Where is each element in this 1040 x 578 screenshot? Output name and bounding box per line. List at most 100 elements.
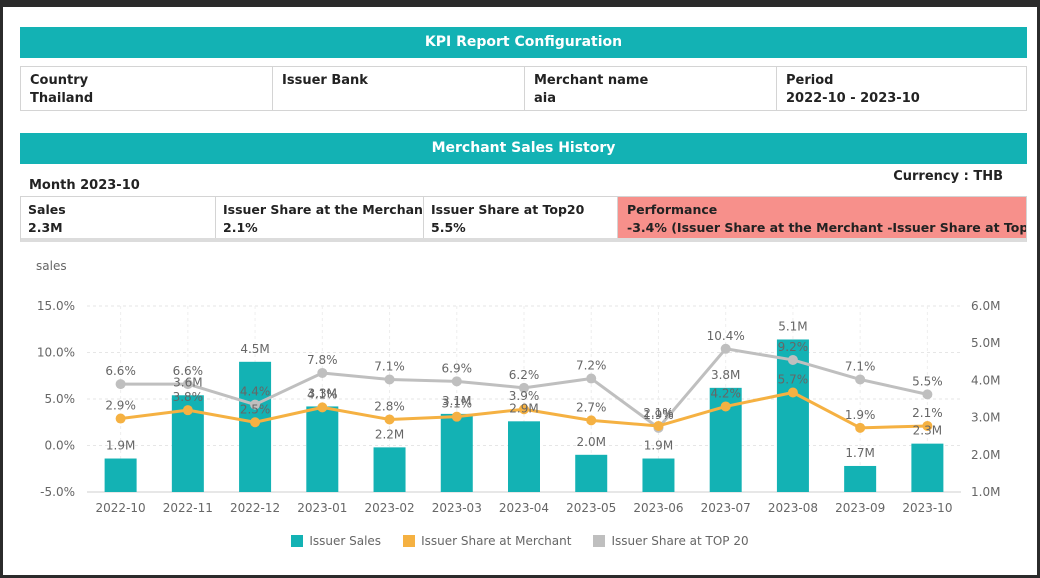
x-tick-label: 2023-07 [701, 501, 751, 515]
period-cell: Period 2022-10 - 2023-10 [777, 67, 1026, 110]
right-tick-label: 6.0M [971, 299, 1000, 313]
sales-kpi: Sales 2.3M [21, 197, 216, 238]
legend-item-share-merchant[interactable]: Issuer Share at Merchant [403, 534, 571, 548]
currency-label: Currency : THB [893, 169, 1003, 184]
data-label-issuer-sales: 3.3M [308, 386, 337, 400]
point-share-merchant [922, 420, 933, 431]
performance-kpi-label: Performance [627, 202, 718, 217]
point-share-merchant [451, 411, 462, 422]
point-share-top20 [787, 354, 798, 365]
data-label-issuer-sales: 1.9M [106, 439, 135, 453]
country-label: Country [30, 73, 89, 88]
data-label-share-merchant: 3.1% [442, 397, 473, 411]
x-tick-label: 2023-02 [364, 501, 414, 515]
point-share-top20 [451, 376, 462, 387]
data-label-share-merchant: 3.9% [509, 389, 540, 403]
data-label-share-merchant: 2.1% [912, 406, 943, 420]
bar-issuer-sales [575, 454, 608, 492]
legend-swatch-share-top20 [593, 535, 606, 547]
performance-kpi-value: -3.4% (Issuer Share at the Merchant -Iss… [627, 220, 1026, 235]
right-tick-label: 3.0M [971, 411, 1000, 425]
x-tick-label: 2023-03 [432, 501, 482, 515]
data-label-issuer-sales: 2.9M [509, 401, 538, 415]
data-label-issuer-sales: 3.6M [173, 375, 202, 389]
point-share-top20 [115, 379, 126, 390]
history-title: Merchant Sales History [431, 140, 616, 156]
kpi-row: Sales 2.3M Issuer Share at the Merchant … [20, 196, 1027, 242]
bar-issuer-sales [911, 443, 944, 492]
point-share-top20 [250, 399, 261, 410]
data-label-share-top20: 7.1% [845, 359, 876, 373]
legend-label-issuer-sales: Issuer Sales [309, 534, 382, 548]
left-tick-label: 0.0% [45, 439, 76, 453]
left-tick-label: 5.0% [45, 392, 76, 406]
sales-kpi-label: Sales [28, 202, 66, 217]
data-label-share-top20: 6.9% [442, 361, 473, 375]
data-label-issuer-sales: 2.2M [375, 427, 404, 441]
point-share-top20 [855, 374, 866, 385]
left-tick-label: -5.0% [40, 485, 75, 499]
legend-item-issuer-sales[interactable]: Issuer Sales [291, 534, 381, 548]
share-merchant-kpi: Issuer Share at the Merchant 2.1% [216, 197, 424, 238]
point-share-top20 [182, 379, 193, 390]
merchant-cell: Merchant name aia [525, 67, 777, 110]
data-label-share-top20: 7.2% [576, 359, 607, 373]
x-tick-label: 2023-04 [499, 501, 549, 515]
data-label-share-top20: 4.4% [240, 385, 271, 399]
data-label-share-top20: 6.2% [509, 368, 540, 382]
left-tick-label: 15.0% [37, 299, 75, 313]
right-tick-label: 2.0M [971, 448, 1000, 462]
point-share-merchant [182, 405, 193, 416]
share-merchant-kpi-value: 2.1% [223, 220, 258, 235]
period-label: Period [786, 73, 834, 88]
data-label-share-top20: 6.6% [173, 364, 204, 378]
bar-issuer-sales [642, 458, 675, 492]
month-label: Month 2023-10 [29, 178, 140, 193]
data-label-share-top20: 1.9% [643, 408, 674, 422]
point-share-top20 [519, 382, 529, 393]
data-label-share-merchant: 2.5% [240, 402, 271, 416]
country-cell: Country Thailand [21, 67, 273, 110]
legend-label-share-top20: Issuer Share at TOP 20 [611, 534, 749, 548]
point-share-top20 [384, 374, 395, 385]
right-tick-label: 5.0M [971, 336, 1000, 350]
share-merchant-kpi-label: Issuer Share at the Merchant [223, 202, 424, 217]
x-tick-label: 2022-10 [96, 501, 146, 515]
share-top20-kpi-label: Issuer Share at Top20 [431, 202, 585, 217]
data-label-share-merchant: 2.1% [643, 406, 674, 420]
data-label-share-merchant: 4.2% [710, 386, 741, 400]
data-label-share-top20: 7.8% [307, 353, 338, 367]
bar-issuer-sales [844, 465, 877, 492]
x-tick-label: 2023-05 [566, 501, 616, 515]
data-label-issuer-sales: 3.1M [442, 394, 471, 408]
data-label-share-top20: 5.5% [912, 374, 943, 388]
performance-kpi: Performance -3.4% (Issuer Share at the M… [618, 197, 1026, 238]
issuer-bank-cell: Issuer Bank [273, 67, 525, 110]
point-share-merchant [519, 404, 529, 415]
data-label-share-merchant: 3.8% [173, 390, 204, 404]
issuer-bank-label: Issuer Bank [282, 73, 368, 88]
country-value: Thailand [30, 91, 94, 106]
share-top20-kpi: Issuer Share at Top20 5.5% [424, 197, 618, 238]
x-tick-label: 2023-06 [633, 501, 683, 515]
legend-item-share-top20[interactable]: Issuer Share at TOP 20 [593, 534, 749, 548]
point-share-merchant [720, 401, 731, 412]
data-label-share-top20: 10.4% [707, 329, 745, 343]
x-tick-label: 2022-11 [163, 501, 213, 515]
right-tick-label: 1.0M [971, 485, 1000, 499]
bar-issuer-sales [306, 406, 339, 492]
x-tick-label: 2023-08 [768, 501, 818, 515]
point-share-merchant [855, 422, 866, 433]
data-label-share-merchant: 5.7% [778, 372, 809, 386]
data-label-issuer-sales: 1.9M [644, 439, 673, 453]
data-label-share-merchant: 2.9% [105, 399, 136, 413]
data-label-share-top20: 7.1% [374, 359, 405, 373]
data-label-share-merchant: 4.1% [307, 387, 338, 401]
point-share-merchant [317, 402, 328, 413]
bar-issuer-sales [373, 447, 406, 492]
sales-kpi-value: 2.3M [28, 220, 63, 235]
config-table: Country Thailand Issuer Bank Merchant na… [20, 66, 1027, 111]
data-label-issuer-sales: 3.8M [711, 368, 740, 382]
report-frame: KPI Report Configuration Country Thailan… [3, 7, 1037, 575]
point-share-merchant [250, 417, 261, 428]
